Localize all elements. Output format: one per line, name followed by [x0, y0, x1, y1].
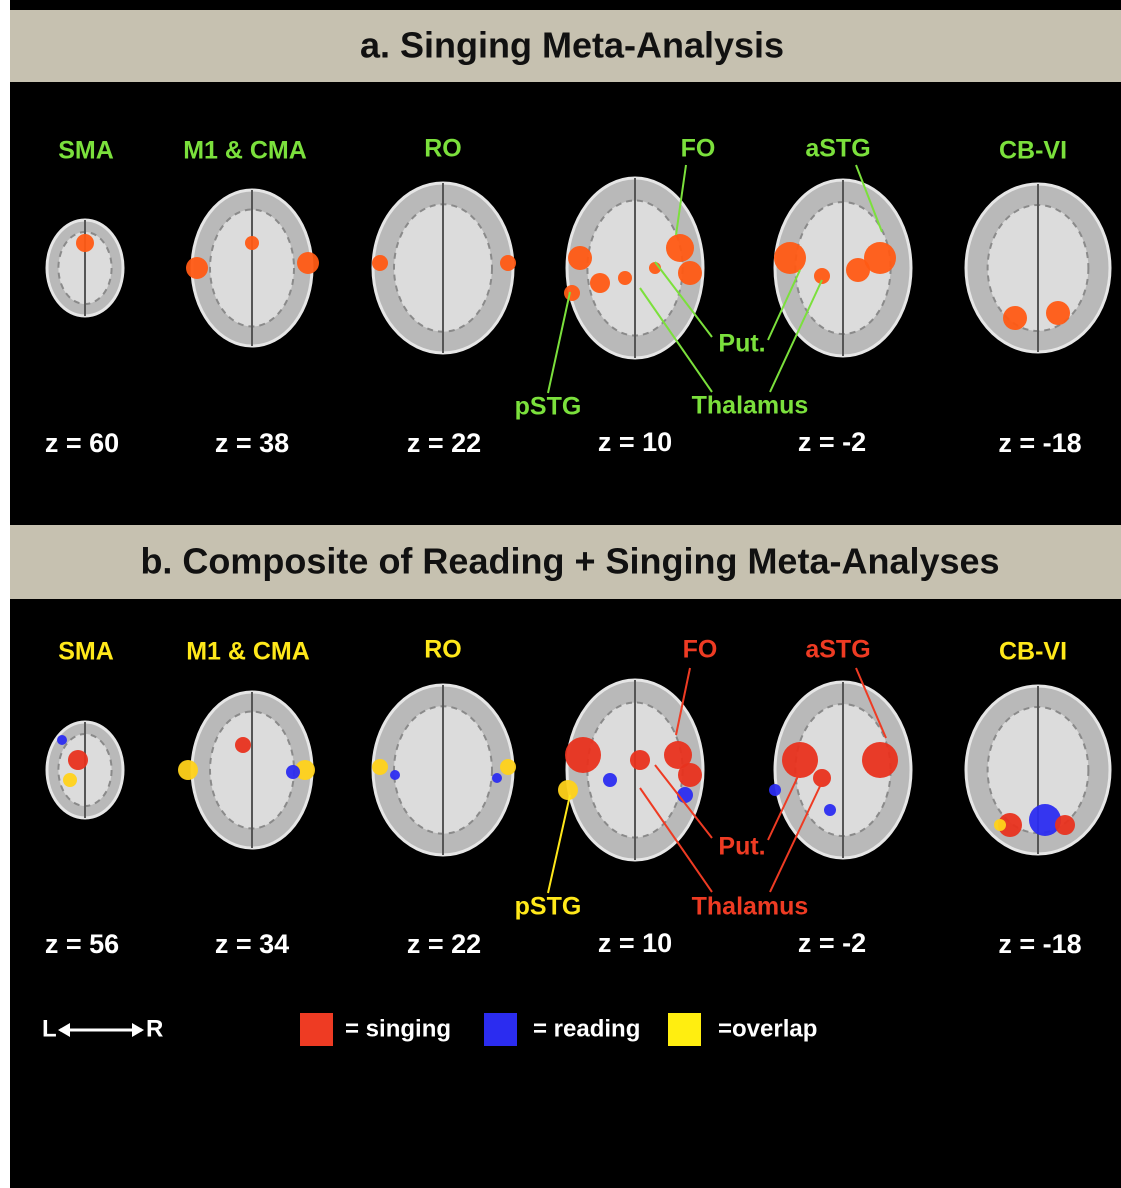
region-label: M1 & CMA: [186, 638, 310, 666]
region-label: aSTG: [805, 636, 870, 664]
activation: [994, 819, 1006, 831]
activation: [492, 773, 502, 783]
activation: [63, 773, 77, 787]
legend-swatch: [668, 1013, 701, 1046]
panel-title: a. Singing Meta-Analysis: [360, 25, 784, 66]
activation: [245, 236, 259, 250]
legend-swatch: [484, 1013, 517, 1046]
activation: [678, 763, 702, 787]
panel-title: b. Composite of Reading + Singing Meta-A…: [140, 541, 999, 582]
activation: [564, 285, 580, 301]
legend-label: = reading: [533, 1015, 640, 1042]
legend-label: = singing: [345, 1015, 451, 1042]
slice-label: z = 60: [45, 428, 119, 458]
activation: [372, 759, 388, 775]
activation: [68, 750, 88, 770]
activation: [565, 737, 601, 773]
activation: [286, 765, 300, 779]
region-label: CB-VI: [999, 137, 1067, 165]
slice-label: z = 56: [45, 929, 119, 959]
region-label: M1 & CMA: [183, 137, 307, 165]
activation: [618, 271, 632, 285]
slice-label: z = -2: [798, 928, 866, 958]
slice-label: z = 34: [215, 929, 289, 959]
activation: [76, 234, 94, 252]
activation: [862, 742, 898, 778]
region-label: aSTG: [805, 135, 870, 163]
activation: [1055, 815, 1075, 835]
annotation: Thalamus: [692, 893, 809, 921]
activation: [500, 255, 516, 271]
region-label: SMA: [58, 638, 114, 666]
region-label: FO: [681, 135, 716, 163]
activation: [630, 750, 650, 770]
region-label: FO: [683, 636, 718, 664]
activation: [774, 242, 806, 274]
legend-swatch: [300, 1013, 333, 1046]
orientation-right: R: [146, 1015, 163, 1042]
slice-label: z = 10: [598, 928, 672, 958]
activation: [235, 737, 251, 753]
activation: [186, 257, 208, 279]
slice-label: z = -18: [998, 929, 1081, 959]
activation: [678, 261, 702, 285]
slice-label: z = -2: [798, 427, 866, 457]
activation: [1029, 804, 1061, 836]
figure: a. Singing Meta-Analysis b. Composite of…: [0, 0, 1121, 1188]
annotation: pSTG: [515, 893, 582, 921]
region-label: RO: [424, 636, 462, 664]
activation: [297, 252, 319, 274]
annotation: Put.: [718, 330, 765, 358]
activation: [178, 760, 198, 780]
orientation-left: L: [42, 1015, 57, 1042]
annotation: Put.: [718, 833, 765, 861]
activation: [500, 759, 516, 775]
slice-label: z = 22: [407, 428, 481, 458]
region-label: SMA: [58, 137, 114, 165]
activation: [666, 234, 694, 262]
slice-label: z = 38: [215, 428, 289, 458]
annotation: Thalamus: [692, 392, 809, 420]
slice-label: z = -18: [998, 428, 1081, 458]
activation: [590, 273, 610, 293]
activation: [558, 780, 578, 800]
activation: [372, 255, 388, 271]
activation: [846, 258, 870, 282]
region-label: CB-VI: [999, 638, 1067, 666]
activation: [1003, 306, 1027, 330]
activation: [1046, 301, 1070, 325]
legend-label: =overlap: [718, 1015, 817, 1042]
activation: [603, 773, 617, 787]
slice-label: z = 10: [598, 427, 672, 457]
activation: [769, 784, 781, 796]
annotation: pSTG: [515, 393, 582, 421]
activation: [57, 735, 67, 745]
activation: [390, 770, 400, 780]
region-label: RO: [424, 135, 462, 163]
slice-label: z = 22: [407, 929, 481, 959]
activation: [568, 246, 592, 270]
activation: [824, 804, 836, 816]
